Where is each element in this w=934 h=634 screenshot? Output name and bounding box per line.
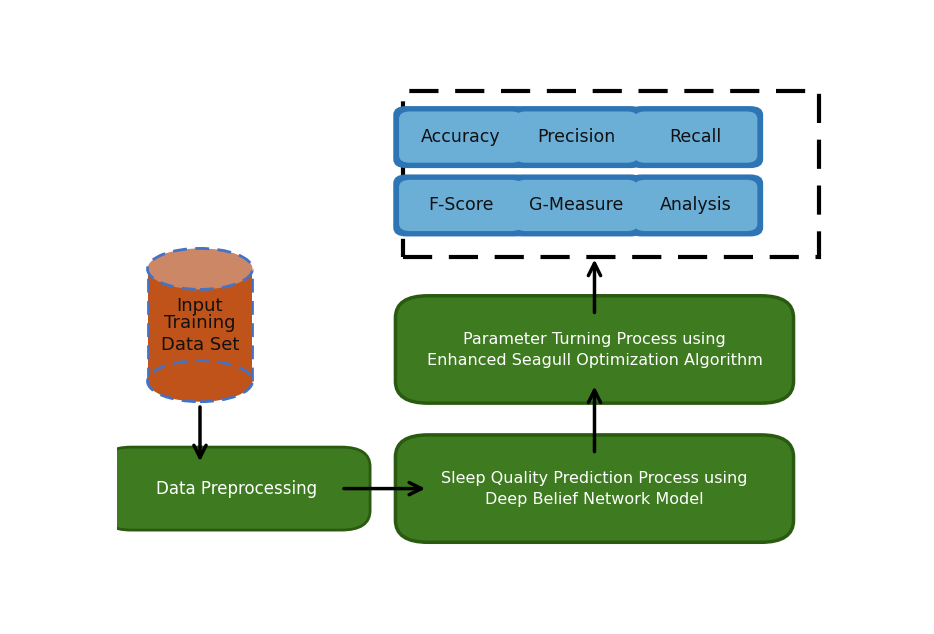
Text: Enhanced Seagull Optimization Algorithm: Enhanced Seagull Optimization Algorithm [427, 353, 762, 368]
Text: G-Measure: G-Measure [530, 197, 624, 214]
FancyBboxPatch shape [509, 106, 644, 168]
Text: Recall: Recall [670, 128, 722, 146]
Text: F-Score: F-Score [428, 197, 493, 214]
FancyBboxPatch shape [148, 269, 252, 381]
FancyBboxPatch shape [634, 112, 757, 163]
FancyBboxPatch shape [515, 180, 638, 231]
Ellipse shape [148, 361, 252, 402]
Text: Sleep Quality Prediction Process using: Sleep Quality Prediction Process using [441, 471, 748, 486]
Text: Data Preprocessing: Data Preprocessing [156, 479, 317, 498]
FancyBboxPatch shape [393, 106, 528, 168]
FancyBboxPatch shape [395, 435, 794, 542]
FancyBboxPatch shape [103, 447, 370, 530]
FancyBboxPatch shape [399, 112, 522, 163]
FancyBboxPatch shape [393, 174, 528, 236]
FancyBboxPatch shape [629, 106, 763, 168]
Text: Analysis: Analysis [660, 197, 731, 214]
Text: Accuracy: Accuracy [420, 128, 501, 146]
FancyBboxPatch shape [509, 174, 644, 236]
Text: Parameter Turning Process using: Parameter Turning Process using [463, 332, 726, 347]
FancyBboxPatch shape [395, 295, 794, 403]
Ellipse shape [148, 249, 252, 289]
FancyBboxPatch shape [399, 180, 522, 231]
Text: Data Set: Data Set [161, 335, 239, 354]
Text: Precision: Precision [537, 128, 616, 146]
FancyBboxPatch shape [629, 174, 763, 236]
FancyBboxPatch shape [515, 112, 638, 163]
Text: Training: Training [164, 314, 235, 332]
Text: Deep Belief Network Model: Deep Belief Network Model [485, 492, 704, 507]
Text: Input: Input [177, 297, 223, 314]
FancyBboxPatch shape [634, 180, 757, 231]
